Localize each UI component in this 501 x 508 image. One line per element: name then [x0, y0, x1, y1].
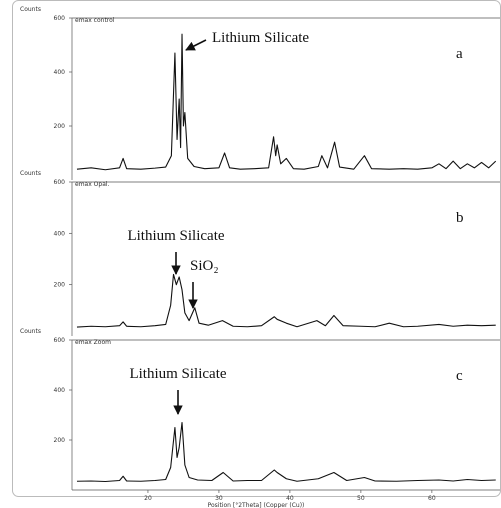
- pattern-line: [76, 33, 497, 171]
- panel-letter: b: [456, 210, 464, 226]
- pattern-line: [76, 421, 496, 483]
- annotation: Lithium Silicate: [212, 30, 309, 46]
- y-tick-label: 600: [54, 15, 66, 22]
- y-tick-label: 400: [54, 69, 66, 76]
- pattern-line: [76, 273, 496, 328]
- y-axis-label: Counts: [20, 328, 41, 335]
- y-tick-label: 200: [54, 123, 66, 130]
- x-tick-label: 30: [215, 495, 223, 502]
- y-axis-label: Counts: [20, 170, 41, 177]
- y-tick-label: 600: [54, 337, 66, 344]
- panel-name: emax control: [75, 17, 115, 24]
- annotation: SiO₂: [190, 258, 219, 274]
- y-tick-label: 200: [54, 437, 66, 444]
- frame: [12, 0, 501, 497]
- annotation-arrow: [185, 39, 207, 51]
- y-axis-label: Counts: [20, 6, 41, 13]
- panel-letter: a: [456, 46, 463, 62]
- y-tick-label: 400: [54, 230, 66, 237]
- x-tick-label: 50: [357, 495, 365, 502]
- x-tick-label: 60: [428, 495, 436, 502]
- panel-name: emax Zoom: [75, 339, 111, 346]
- y-tick-label: 600: [54, 179, 66, 186]
- annotation: Lithium Silicate: [127, 228, 224, 244]
- y-tick-label: 400: [54, 387, 66, 394]
- panel-name: emax Opal.: [75, 181, 110, 188]
- y-tick-label: 200: [54, 282, 66, 289]
- x-tick-label: 40: [286, 495, 294, 502]
- annotation: Lithium Silicate: [129, 366, 226, 382]
- x-tick-label: 20: [144, 495, 152, 502]
- panel-letter: c: [456, 368, 463, 384]
- x-axis-label: Position [°2Theta] (Copper (Cu)): [208, 502, 305, 508]
